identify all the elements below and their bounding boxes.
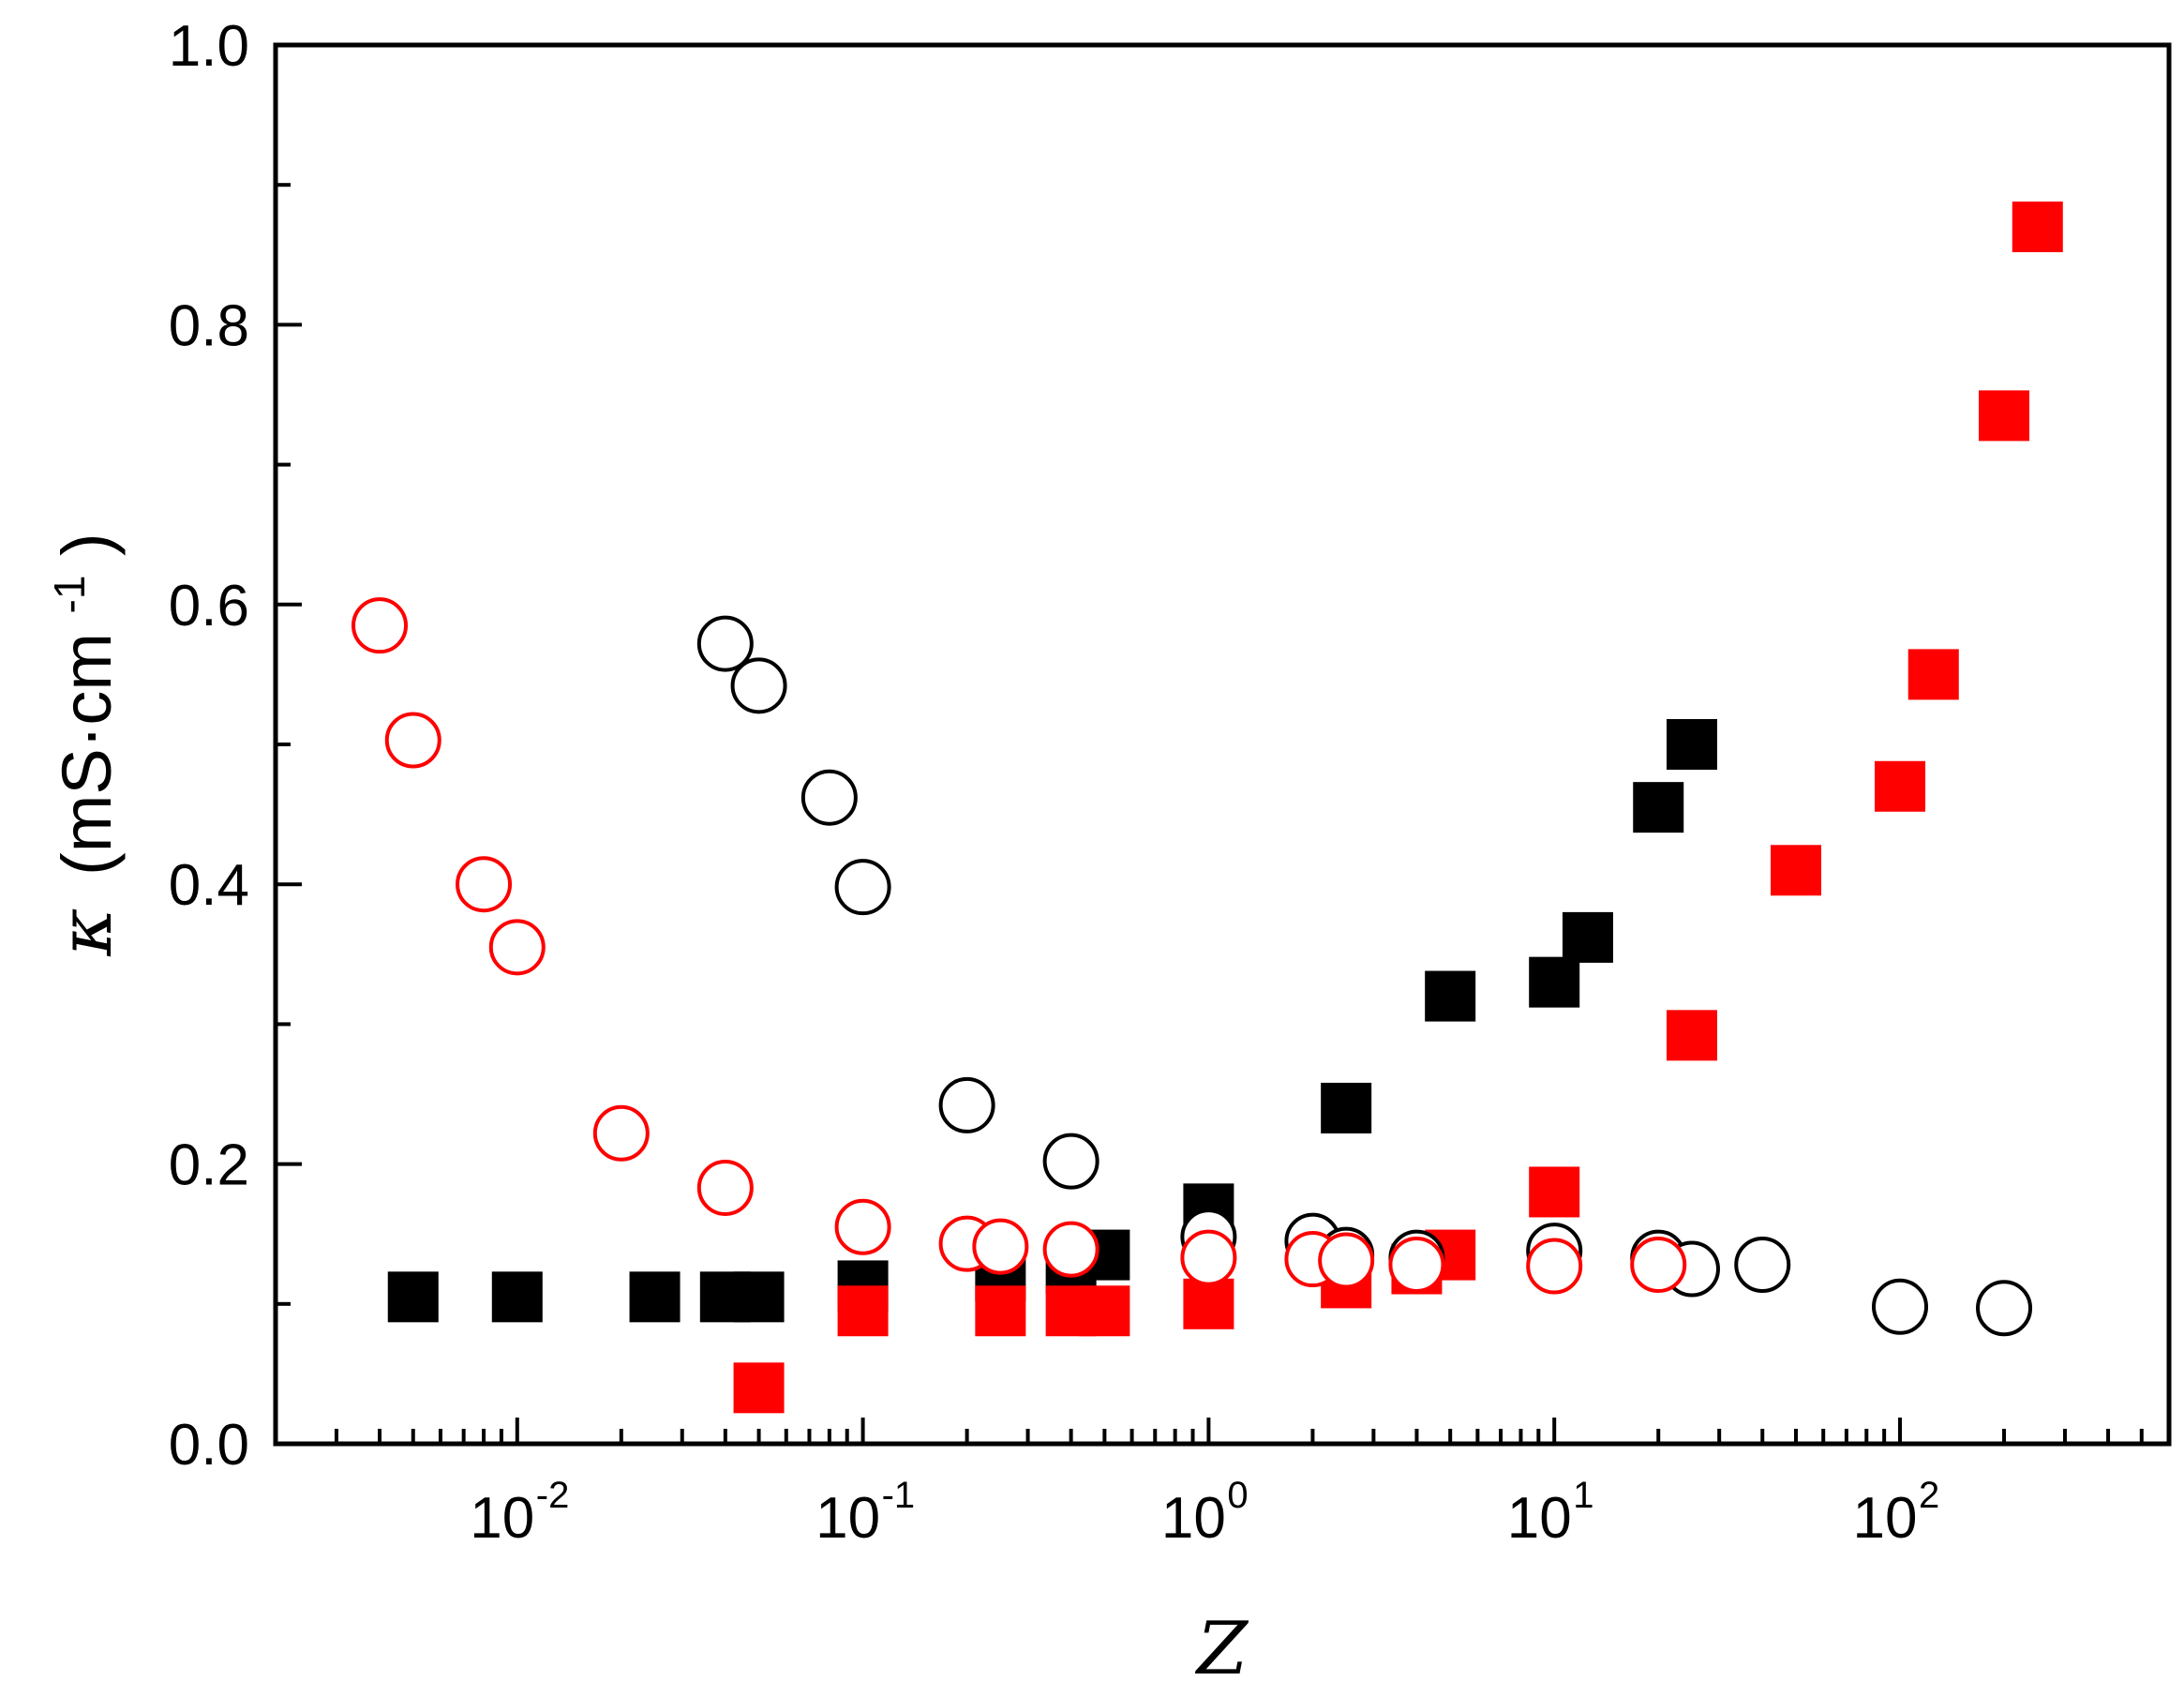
x-tick-label: 10 bbox=[470, 1486, 534, 1551]
x-tick-label-exponent: 1 bbox=[1573, 1475, 1593, 1516]
data-point-square bbox=[733, 1271, 785, 1323]
data-point-circle bbox=[1318, 1232, 1375, 1289]
axes: 0.00.20.40.60.81.010 -2 10 -1 10 0 10 1 10 2 bbox=[169, 14, 2172, 1551]
data-point-circle bbox=[938, 1076, 995, 1133]
data-point-circle bbox=[488, 919, 546, 976]
y-tick-label: 0.2 bbox=[169, 1133, 249, 1198]
data-point-square bbox=[2012, 201, 2063, 252]
data-point-square bbox=[1907, 649, 1959, 700]
data-point-circle bbox=[1180, 1229, 1237, 1286]
data-point-circle bbox=[352, 597, 409, 654]
data-point-circle bbox=[1388, 1237, 1445, 1294]
data-point-circle bbox=[384, 712, 441, 769]
data-point-square bbox=[1666, 1010, 1717, 1061]
data-point-square bbox=[1562, 911, 1613, 963]
data-point-circle bbox=[1872, 1278, 1929, 1335]
x-tick-label-exponent: 2 bbox=[1919, 1475, 1939, 1516]
data-point-circle bbox=[730, 657, 787, 714]
data-point-circle bbox=[1630, 1237, 1687, 1294]
x-tick-label: 10 bbox=[1853, 1486, 1918, 1551]
data-point-square bbox=[387, 1271, 439, 1323]
y-tick-label: 0.8 bbox=[169, 293, 249, 358]
data-point-circle bbox=[1526, 1238, 1583, 1295]
data-point-square bbox=[629, 1271, 681, 1323]
data-point-square bbox=[1633, 782, 1684, 833]
plot-area bbox=[352, 201, 2063, 1414]
data-point-square bbox=[1321, 1082, 1372, 1133]
data-point-square bbox=[1875, 760, 1926, 812]
data-point-square bbox=[1529, 1166, 1580, 1218]
data-point-square bbox=[1183, 1278, 1234, 1329]
data-point-circle bbox=[834, 1198, 891, 1255]
data-point-square bbox=[1666, 719, 1717, 770]
data-point-square bbox=[1529, 956, 1580, 1008]
data-point-circle bbox=[972, 1218, 1029, 1275]
x-tick-label-exponent: -2 bbox=[536, 1475, 570, 1516]
y-axis-title-close: ) bbox=[48, 533, 126, 556]
data-point-square bbox=[975, 1285, 1026, 1337]
x-axis-title: Z bbox=[1194, 1607, 1249, 1691]
data-point-circle bbox=[696, 615, 754, 672]
x-tick-label: 10 bbox=[815, 1486, 880, 1551]
x-tick-label: 10 bbox=[1507, 1486, 1572, 1551]
data-point-circle bbox=[696, 1159, 754, 1216]
x-tick-label-exponent: -1 bbox=[882, 1475, 916, 1516]
y-tick-label: 0.4 bbox=[169, 853, 249, 918]
data-point-circle bbox=[1976, 1280, 2033, 1337]
data-point-square bbox=[837, 1285, 889, 1337]
data-point-square bbox=[491, 1271, 543, 1323]
data-point-circle bbox=[1042, 1133, 1099, 1190]
data-point-circle bbox=[834, 859, 891, 916]
data-point-square bbox=[1079, 1285, 1130, 1337]
y-axis-title: κ (mS·cm -1 ) bbox=[22, 533, 128, 956]
y-axis-title-symbol: κ bbox=[44, 908, 128, 957]
data-point-circle bbox=[592, 1104, 650, 1162]
data-point-square bbox=[1979, 390, 2030, 442]
axis-labels: Z κ (mS·cm -1 ) bbox=[22, 533, 1249, 1691]
y-axis-title-exponent: -1 bbox=[45, 576, 94, 614]
x-tick-label-exponent: 0 bbox=[1227, 1475, 1248, 1516]
y-tick-label: 0.6 bbox=[169, 574, 249, 638]
data-point-square bbox=[733, 1362, 785, 1414]
data-point-circle bbox=[456, 856, 513, 913]
y-tick-label: 1.0 bbox=[169, 14, 249, 79]
x-tick-label: 10 bbox=[1161, 1486, 1226, 1551]
data-point-square bbox=[1770, 845, 1821, 896]
data-point-circle bbox=[1042, 1221, 1099, 1278]
y-axis-title-unit: (mS·cm bbox=[48, 633, 126, 876]
data-point-square bbox=[1425, 970, 1476, 1022]
y-tick-label: 0.0 bbox=[169, 1413, 249, 1478]
data-point-circle bbox=[1734, 1237, 1791, 1294]
data-point-circle bbox=[800, 769, 858, 826]
